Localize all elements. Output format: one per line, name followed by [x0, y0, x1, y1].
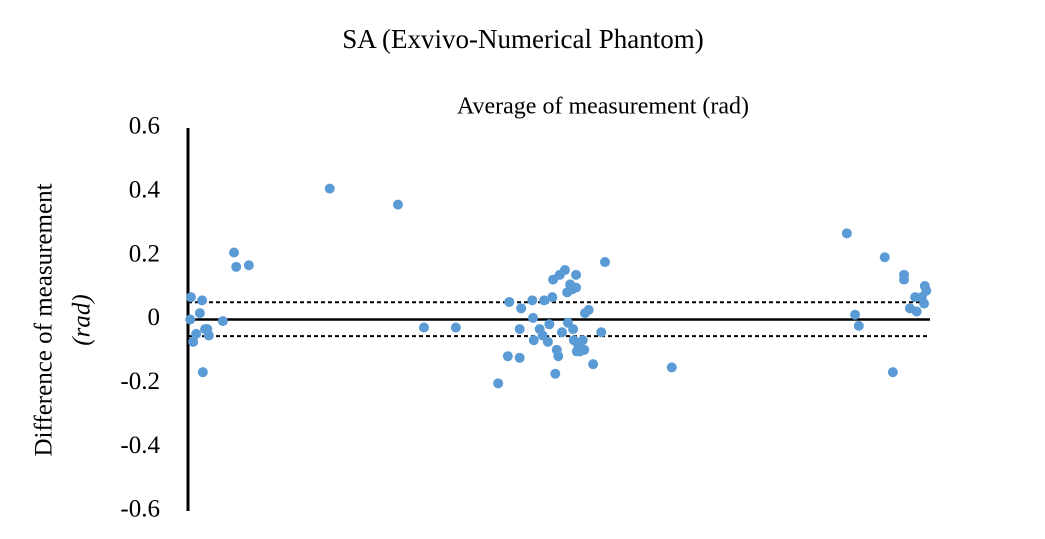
point	[203, 330, 214, 341]
point	[853, 320, 864, 331]
point	[550, 368, 561, 379]
point	[879, 252, 890, 263]
point	[324, 183, 335, 194]
point	[392, 199, 403, 210]
point	[542, 336, 553, 347]
point	[571, 282, 582, 293]
point	[556, 327, 567, 338]
point	[418, 322, 429, 333]
y-tick-label: 0.4	[129, 177, 161, 204]
point	[921, 285, 932, 296]
point	[600, 257, 611, 268]
point	[577, 335, 588, 346]
point	[579, 344, 590, 355]
point	[229, 247, 240, 258]
point	[850, 309, 861, 320]
point	[185, 314, 196, 325]
point	[588, 359, 599, 370]
point	[568, 324, 579, 335]
point	[919, 298, 930, 309]
point	[887, 367, 898, 378]
point	[493, 378, 504, 389]
point	[243, 260, 254, 271]
chart-title: SA (Exvivo-Numerical Phantom)	[342, 24, 703, 54]
y-tick-label: -0.6	[120, 496, 160, 523]
y-tick-label: 0.2	[129, 240, 160, 267]
y-tick-label: 0.6	[129, 113, 160, 140]
point	[571, 269, 582, 280]
y-axis-label: Difference of measurement	[31, 183, 58, 456]
point	[231, 261, 242, 272]
point	[516, 303, 527, 314]
y-tick-label: -0.4	[120, 432, 160, 459]
point	[559, 265, 570, 276]
point	[841, 228, 852, 239]
point	[528, 335, 539, 346]
point	[528, 312, 539, 323]
point	[188, 336, 199, 347]
point	[185, 292, 196, 303]
point	[504, 296, 515, 307]
y-axis-label: (rad)	[69, 294, 96, 345]
point	[544, 319, 555, 330]
point	[666, 362, 677, 373]
point	[194, 308, 205, 319]
point	[197, 295, 208, 306]
point	[514, 324, 525, 335]
point	[911, 306, 922, 317]
point	[899, 274, 910, 285]
y-tick-label: -0.2	[120, 368, 160, 395]
point	[197, 367, 208, 378]
point	[583, 304, 594, 315]
point	[450, 322, 461, 333]
point	[217, 316, 228, 327]
point	[539, 295, 550, 306]
point	[553, 351, 564, 362]
y-tick-label: 0	[148, 304, 161, 331]
point	[514, 352, 525, 363]
point	[527, 295, 538, 306]
point	[547, 292, 558, 303]
x-axis-label: Average of measurement (rad)	[457, 94, 749, 120]
point	[596, 327, 607, 338]
point	[191, 328, 202, 339]
point	[502, 351, 513, 362]
